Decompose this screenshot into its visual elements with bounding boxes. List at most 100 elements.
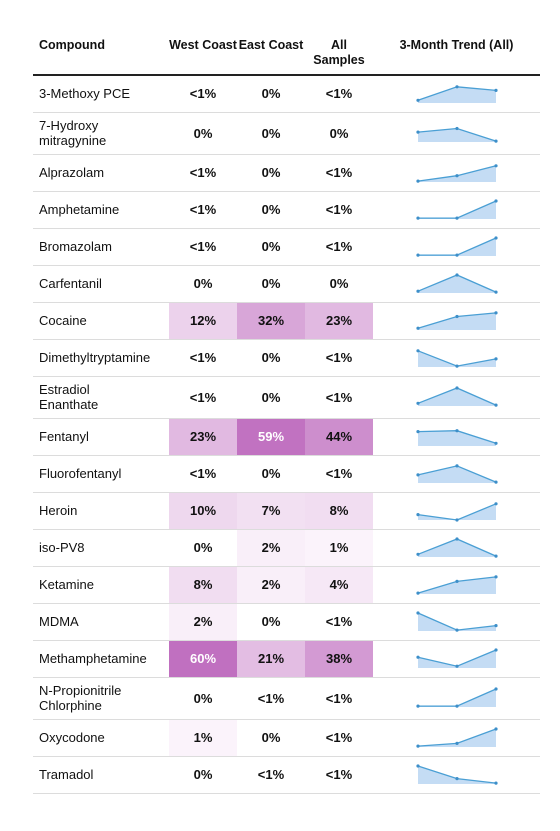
- trend-area: [417, 503, 496, 520]
- compound-name: N-Propionitrile Chlorphine: [39, 683, 122, 713]
- table-row: Fluorofentanyl <1% 0% <1%: [33, 455, 540, 492]
- trend-point: [493, 480, 498, 484]
- trend-point: [493, 623, 498, 627]
- trend-point: [493, 403, 498, 407]
- trend-point: [454, 628, 459, 632]
- west-coast-value: <1%: [189, 86, 217, 102]
- west-coast-value: 0%: [193, 125, 213, 141]
- trend-point: [415, 289, 420, 293]
- trend-point: [493, 163, 498, 167]
- west-coast-value: 0%: [193, 276, 213, 291]
- table-row: Ketamine 8% 2% 4%: [33, 566, 540, 603]
- table-row: Cocaine 12% 32% 23%: [33, 302, 540, 339]
- all-samples-value: <1%: [325, 239, 353, 254]
- trend-point: [415, 763, 420, 768]
- trend-sparkline: [415, 386, 498, 407]
- trend-sparkline-cell: [373, 191, 540, 228]
- east-coast-value: 0%: [261, 202, 281, 217]
- trend-point: [454, 84, 459, 89]
- trend-point: [493, 574, 498, 578]
- trend-point: [415, 326, 420, 330]
- trend-point: [415, 179, 420, 183]
- west-coast-value: 12%: [169, 302, 237, 339]
- trend-area: [417, 576, 496, 594]
- table-row: N-Propionitrile Chlorphine 0% <1% <1%: [33, 677, 540, 719]
- east-coast-value: 7%: [237, 492, 305, 529]
- east-coast-value: 0%: [261, 350, 281, 365]
- all-samples-value: 4%: [305, 566, 373, 603]
- west-coast-value: 0%: [193, 690, 213, 706]
- trend-area: [417, 200, 496, 219]
- trend-sparkline-cell: [373, 376, 540, 418]
- table-header-row: Compound West Coast East Coast All Sampl…: [33, 30, 540, 75]
- all-samples-value: <1%: [325, 690, 353, 706]
- table-row: Bromazolam <1% 0% <1%: [33, 228, 540, 265]
- trend-point: [493, 441, 498, 445]
- trend-point: [454, 314, 459, 318]
- trend-area: [417, 274, 496, 293]
- trend-point: [415, 552, 420, 556]
- trend-point: [415, 348, 420, 352]
- trend-point: [493, 235, 498, 240]
- trend-area: [417, 165, 496, 182]
- table-row: Dimethyltryptamine <1% 0% <1%: [33, 339, 540, 376]
- all-samples-value: 1%: [305, 529, 373, 566]
- trend-sparkline: [415, 428, 498, 446]
- trend-point: [493, 781, 498, 785]
- all-samples-value: <1%: [325, 730, 353, 745]
- table-row: iso-PV8 0% 2% 1%: [33, 529, 540, 566]
- compound-name: 7-Hydroxy mitragynine: [39, 118, 107, 148]
- trend-point: [454, 704, 459, 708]
- trend-point: [454, 776, 459, 780]
- header-all-samples: All Samples: [313, 38, 365, 67]
- compound-name: Oxycodone: [39, 730, 105, 745]
- trend-sparkline-cell: [373, 719, 540, 756]
- compound-name: Bromazolam: [39, 239, 112, 254]
- all-samples-value: <1%: [325, 165, 353, 180]
- trend-sparkline: [415, 463, 498, 484]
- trend-point: [415, 401, 420, 405]
- east-coast-value: 0%: [261, 614, 281, 629]
- west-coast-value: 8%: [169, 566, 237, 603]
- east-coast-value: <1%: [257, 767, 285, 782]
- trend-point: [454, 579, 459, 583]
- trend-point: [415, 130, 420, 134]
- trend-sparkline-cell: [373, 529, 540, 566]
- east-coast-value: 2%: [237, 566, 305, 603]
- all-samples-value: 38%: [305, 640, 373, 677]
- trend-area: [417, 649, 496, 668]
- trend-point: [493, 88, 498, 92]
- west-coast-value: <1%: [189, 202, 217, 217]
- trend-sparkline: [415, 536, 498, 558]
- trend-sparkline-cell: [373, 339, 540, 376]
- trend-point: [493, 139, 498, 143]
- trend-sparkline: [415, 348, 498, 368]
- west-coast-value: <1%: [189, 165, 217, 180]
- header-trend: 3-Month Trend (All): [399, 38, 514, 52]
- compound-name: Methamphetamine: [39, 651, 147, 666]
- trend-point: [454, 216, 459, 220]
- east-coast-value: 32%: [237, 302, 305, 339]
- table-body: 3-Methoxy PCE <1% 0% <1% 7-Hydroxy mitragyni…: [33, 75, 540, 793]
- compound-name: Amphetamine: [39, 202, 120, 217]
- east-coast-value: 0%: [261, 239, 281, 254]
- trend-sparkline-cell: [373, 677, 540, 719]
- compound-name: Cocaine: [39, 313, 87, 328]
- all-samples-value: 0%: [329, 125, 349, 141]
- west-coast-value: 0%: [193, 767, 213, 782]
- trend-area: [417, 465, 496, 483]
- trend-area: [417, 388, 496, 406]
- all-samples-value: 0%: [329, 276, 349, 291]
- trend-sparkline-cell: [373, 418, 540, 455]
- trend-area: [417, 612, 496, 631]
- trend-point: [415, 512, 420, 516]
- compound-name: Alprazolam: [39, 165, 105, 180]
- trend-point: [454, 741, 459, 745]
- table-row: Tramadol 0% <1% <1%: [33, 756, 540, 793]
- west-coast-value: 60%: [169, 640, 237, 677]
- trend-area: [417, 728, 496, 747]
- trend-point: [454, 272, 459, 277]
- trend-sparkline-cell: [373, 154, 540, 191]
- all-samples-value: 44%: [305, 418, 373, 455]
- west-coast-value: <1%: [189, 389, 217, 405]
